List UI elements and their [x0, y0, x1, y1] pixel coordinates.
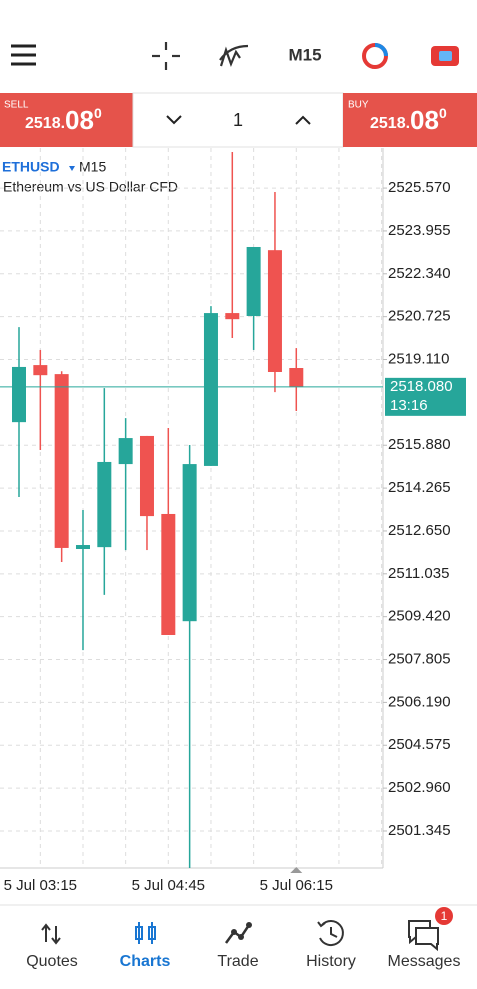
nav-item[interactable]: Quotes: [26, 953, 78, 970]
candle-body: [97, 461, 112, 548]
y-tick-label: 2515.880: [388, 436, 451, 453]
y-tick-label: 2507.805: [388, 651, 451, 668]
y-tick-label: 2519.110: [388, 350, 449, 367]
nav-item[interactable]: Charts: [120, 953, 171, 970]
badge-count: 1: [441, 909, 448, 923]
crosshair-button[interactable]: [152, 42, 180, 70]
candle-body: [139, 435, 154, 517]
y-tick-label: 2520.725: [388, 308, 451, 325]
candle-body: [161, 513, 176, 635]
chart: ETHUSD M15 Ethereum vs US Dollar CFD 252…: [0, 148, 466, 894]
y-tick-label: 2514.265: [388, 479, 451, 496]
candle-body: [54, 374, 69, 548]
candle-body: [75, 545, 90, 550]
last-price-time: 13:16: [390, 397, 428, 414]
y-tick-label: 2509.420: [388, 608, 451, 625]
candle-body: [246, 246, 261, 316]
x-tick-label: 5 Jul 04:45: [132, 877, 205, 894]
y-tick-label: 2506.190: [388, 693, 451, 710]
candles: [12, 151, 304, 868]
quotes-icon: [41, 923, 61, 945]
y-tick-label: 2512.650: [388, 522, 451, 539]
volume-down[interactable]: [166, 115, 182, 125]
bottom-nav: 1 Quotes Charts Trade History Messages: [0, 904, 477, 970]
candle-body: [33, 365, 48, 376]
last-price-tag: [385, 377, 466, 416]
current-bar-marker: [290, 867, 303, 873]
sell-label: SELL: [4, 100, 29, 111]
nav-item[interactable]: History: [306, 953, 356, 970]
symbol[interactable]: ETHUSD: [2, 159, 60, 175]
nav-item[interactable]: Trade: [217, 953, 258, 970]
y-tick-label: 2511.035: [388, 565, 449, 582]
x-tick-label: 5 Jul 06:15: [260, 877, 333, 894]
charts-icon: [135, 922, 156, 944]
volume[interactable]: 1: [233, 110, 243, 130]
messages-icon: [408, 920, 439, 952]
chart-timeframe: M15: [79, 159, 106, 175]
y-tick-label: 2523.955: [388, 222, 451, 239]
buy-price-main: 2518.: [370, 115, 410, 132]
candle-body: [118, 438, 133, 465]
sell-price-main: 2518.: [25, 115, 65, 132]
symbol-dropdown[interactable]: [69, 166, 75, 171]
trade-icon: [224, 922, 252, 944]
candle-body: [289, 368, 304, 387]
candle-body: [182, 464, 197, 622]
indicators-button[interactable]: [219, 44, 249, 68]
badge: [435, 907, 453, 925]
sell-price-big: 08: [65, 105, 94, 135]
buy-price: 2518.080: [370, 105, 447, 135]
buy-button[interactable]: [343, 93, 477, 147]
buy-price-sup: 0: [439, 105, 447, 121]
buy-label: BUY: [348, 100, 369, 111]
buy-price-big: 08: [410, 105, 439, 135]
trade-button[interactable]: [431, 46, 459, 66]
sell-button[interactable]: [0, 93, 133, 147]
chart-subtitle: Ethereum vs US Dollar CFD: [3, 179, 178, 195]
candle-body: [225, 313, 240, 320]
candle-body: [267, 250, 282, 372]
timeframe-button[interactable]: M15: [288, 45, 321, 64]
nav-item[interactable]: Messages: [388, 953, 461, 970]
y-tick-label: 2525.570: [388, 179, 451, 196]
menu-button[interactable]: [11, 44, 36, 66]
candle-body: [12, 366, 26, 423]
candle-body: [203, 313, 218, 466]
toolbar: M15: [11, 42, 459, 70]
objects-button[interactable]: [362, 43, 388, 69]
sell-price: 2518.080: [25, 105, 102, 135]
x-tick-label: 5 Jul 03:15: [4, 877, 77, 894]
sell-price-sup: 0: [94, 105, 102, 121]
last-price-label: 2518.080: [390, 378, 453, 395]
trade-bar: SELL 2518.080 1 BUY 2518.080: [0, 92, 477, 148]
y-tick-label: 2502.960: [388, 779, 451, 796]
y-tick-label: 2504.575: [388, 736, 451, 753]
volume-control: [132, 92, 344, 148]
volume-up[interactable]: [295, 115, 311, 125]
history-icon: [317, 920, 344, 947]
y-tick-label: 2501.345: [388, 822, 451, 839]
y-tick-label: 2522.340: [388, 265, 451, 282]
